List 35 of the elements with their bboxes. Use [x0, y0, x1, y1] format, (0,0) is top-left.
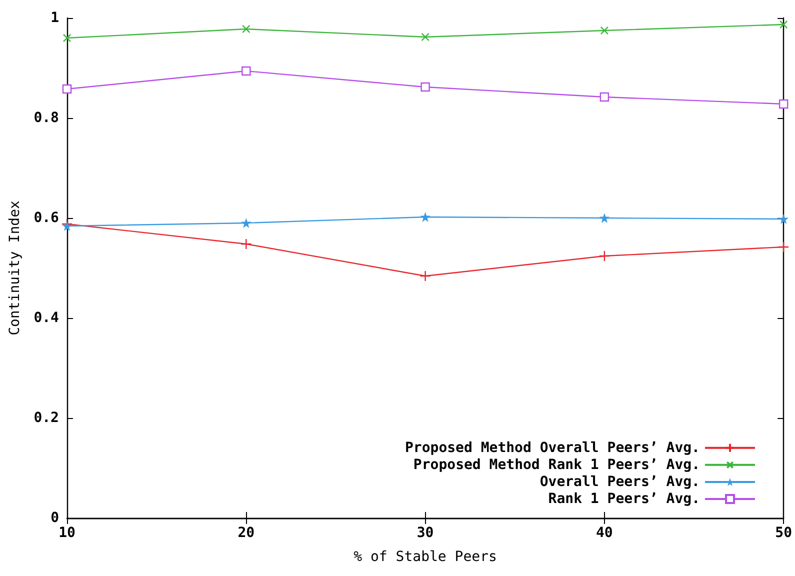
point	[598, 250, 610, 262]
point	[420, 82, 430, 92]
x-tick-label: 50	[775, 525, 792, 541]
y-tick-label: 0.2	[34, 410, 59, 426]
point	[599, 213, 610, 223]
y-tick-label: 0.6	[34, 210, 59, 226]
point	[242, 66, 251, 76]
y-tick-label: 0	[50, 510, 59, 526]
point	[62, 84, 72, 94]
point	[420, 212, 430, 222]
legend-label: Proposed Method Rank 1 Peers’ Avg.	[413, 456, 700, 473]
point	[62, 221, 72, 231]
point	[241, 218, 252, 228]
point	[421, 32, 430, 42]
legend-label: Overall Peers’ Avg.	[540, 474, 700, 490]
point	[62, 34, 72, 42]
x-tick-label: 10	[58, 525, 76, 541]
point	[240, 238, 252, 250]
y-tick-label: 0.4	[34, 310, 59, 326]
point	[778, 241, 790, 253]
point	[778, 99, 788, 109]
point	[778, 214, 789, 224]
legend-label: Rank 1 Peers’ Avg.	[548, 491, 700, 507]
x-tick-label: 30	[416, 525, 434, 541]
y-axis-title: Continuity Index	[7, 200, 23, 336]
point	[600, 26, 609, 35]
x-tick-label: 20	[238, 525, 255, 541]
point	[600, 92, 610, 102]
x-axis-title: % of Stable Peers	[354, 549, 497, 565]
y-tick-label: 0.8	[34, 110, 59, 126]
y-tick-label: 1	[50, 10, 59, 26]
x-tick-label: 40	[596, 525, 613, 541]
point	[420, 270, 431, 282]
point	[242, 24, 250, 34]
legend-label: Proposed Method Overall Peers’ Avg.	[404, 440, 700, 456]
